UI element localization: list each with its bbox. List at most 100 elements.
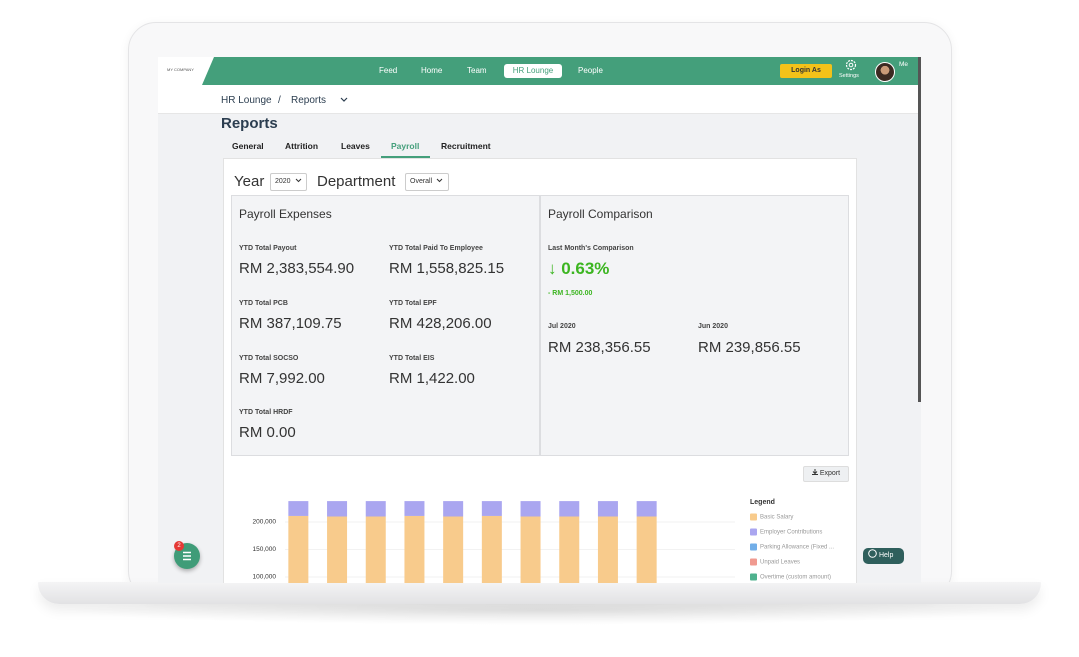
tab[interactable]: Recruitment bbox=[441, 141, 491, 151]
expense-label: YTD Total EIS bbox=[389, 355, 435, 362]
breadcrumb-bar bbox=[158, 85, 921, 114]
bar-segment bbox=[636, 516, 657, 583]
bar-segment bbox=[404, 501, 425, 516]
month-label: Jun 2020 bbox=[698, 323, 728, 330]
legend-swatch bbox=[750, 558, 757, 566]
panel-title: Payroll Expenses bbox=[239, 207, 332, 221]
page-title: Reports bbox=[221, 115, 278, 132]
legend-swatch bbox=[750, 573, 757, 581]
settings-icon[interactable] bbox=[845, 59, 857, 71]
y-tick-label: 100,000 bbox=[253, 574, 277, 581]
tab[interactable]: Attrition bbox=[285, 141, 319, 151]
expense-label: YTD Total EPF bbox=[389, 300, 437, 307]
expense-value: RM 2,383,554.90 bbox=[239, 260, 355, 277]
month-value: RM 239,856.55 bbox=[698, 339, 801, 356]
expense-label: YTD Total HRDF bbox=[239, 409, 293, 416]
expense-value: RM 0.00 bbox=[239, 424, 296, 441]
tab-active[interactable]: Payroll bbox=[391, 141, 420, 151]
login-as-button[interactable]: Login As bbox=[780, 64, 832, 78]
bar-segment bbox=[288, 501, 309, 516]
expense-value: RM 7,992.00 bbox=[239, 370, 325, 387]
settings-label: Settings bbox=[839, 73, 859, 79]
chevron bbox=[436, 178, 443, 183]
comparison-label: Last Month's Comparison bbox=[548, 245, 634, 252]
nav-item[interactable]: People bbox=[578, 66, 603, 75]
legend-label: Basic Salary bbox=[760, 515, 793, 521]
help-button[interactable]: Help bbox=[863, 548, 904, 564]
expense-label: YTD Total SOCSO bbox=[239, 355, 299, 362]
comparison-difference: - RM 1,500.00 bbox=[548, 290, 593, 297]
menu-icon bbox=[183, 551, 191, 561]
notification-badge: 2 bbox=[174, 541, 184, 551]
bar-segment bbox=[327, 501, 348, 517]
payroll-chart: 100,000 150,000 200,000 Legend Basic Salary E… bbox=[253, 499, 834, 583]
payroll-expenses-panel bbox=[231, 195, 540, 456]
expense-label: YTD Total Payout bbox=[239, 245, 297, 252]
legend-swatch bbox=[750, 543, 757, 551]
export-icon bbox=[811, 469, 818, 475]
bar-segment bbox=[443, 516, 464, 583]
laptop-base bbox=[38, 582, 1041, 604]
bar-segment bbox=[365, 516, 386, 583]
bar-segment bbox=[636, 501, 657, 517]
export-label: Export bbox=[819, 470, 841, 477]
month-value: RM 238,356.55 bbox=[548, 339, 651, 356]
bar-segment bbox=[597, 516, 618, 583]
bar-segment bbox=[443, 501, 464, 517]
payroll-comparison-panel bbox=[540, 195, 849, 456]
nav-item[interactable]: Feed bbox=[379, 66, 398, 75]
legend-swatch bbox=[750, 528, 757, 536]
bar-segment bbox=[288, 515, 309, 583]
comparison-change: ↓ 0.63% bbox=[548, 259, 610, 278]
tab-underline bbox=[381, 156, 430, 158]
tab[interactable]: General bbox=[232, 141, 264, 151]
help-icon bbox=[868, 549, 877, 558]
expense-label: YTD Total PCB bbox=[239, 300, 288, 307]
expense-value: RM 1,558,825.15 bbox=[389, 260, 505, 277]
legend-label: Employer Contributions bbox=[760, 530, 822, 536]
bar-segment bbox=[327, 516, 348, 583]
bar-segment bbox=[481, 501, 502, 516]
expense-label: YTD Total Paid To Employee bbox=[389, 245, 483, 252]
year-label: Year bbox=[234, 173, 265, 190]
year-value: 2020 bbox=[275, 178, 291, 185]
y-tick-label: 150,000 bbox=[253, 546, 277, 553]
nav-item[interactable]: Home bbox=[421, 66, 443, 75]
expense-value: RM 387,109.75 bbox=[239, 315, 342, 332]
bar-segment bbox=[559, 516, 580, 583]
legend-label: Parking Allowance (Fixed ... bbox=[760, 545, 834, 551]
breadcrumb-parent[interactable]: HR Lounge bbox=[221, 95, 272, 106]
bar-segment bbox=[520, 501, 541, 517]
chevron bbox=[340, 97, 348, 102]
scrollbar bbox=[918, 57, 921, 402]
department-value: Overall bbox=[410, 178, 433, 185]
bar-segment bbox=[597, 501, 618, 517]
y-tick-label: 200,000 bbox=[253, 519, 277, 526]
breadcrumb-separator: / bbox=[278, 95, 281, 106]
expense-value: RM 428,206.00 bbox=[389, 315, 492, 332]
avatar[interactable] bbox=[875, 62, 895, 82]
bar-segment bbox=[404, 515, 425, 583]
breadcrumb-current[interactable]: Reports bbox=[291, 95, 327, 106]
chevron bbox=[295, 178, 301, 183]
bar-segment bbox=[481, 515, 502, 583]
department-select[interactable]: Overall bbox=[405, 173, 449, 191]
screen: MY COMPANY Feed Home Team HR Lounge Peop… bbox=[158, 57, 921, 583]
nav-item[interactable]: Team bbox=[467, 66, 487, 75]
me-label[interactable]: Me bbox=[899, 61, 909, 68]
logo: MY COMPANY bbox=[167, 67, 194, 72]
month-label: Jul 2020 bbox=[548, 323, 576, 330]
panel-title: Payroll Comparison bbox=[548, 207, 653, 221]
expense-value: RM 1,422.00 bbox=[389, 370, 475, 387]
year-select[interactable]: 2020 bbox=[270, 173, 307, 191]
legend-label: Overtime (custom amount) bbox=[760, 575, 831, 581]
help-label: Help bbox=[878, 552, 894, 559]
tab[interactable]: Leaves bbox=[341, 141, 370, 151]
legend-title: Legend bbox=[750, 499, 775, 506]
legend-label: Unpaid Leaves bbox=[760, 560, 800, 566]
bar-segment bbox=[365, 501, 386, 517]
export-button[interactable]: Export bbox=[803, 466, 849, 482]
bar-segment bbox=[520, 516, 541, 583]
nav-item-active[interactable]: HR Lounge bbox=[504, 64, 562, 78]
